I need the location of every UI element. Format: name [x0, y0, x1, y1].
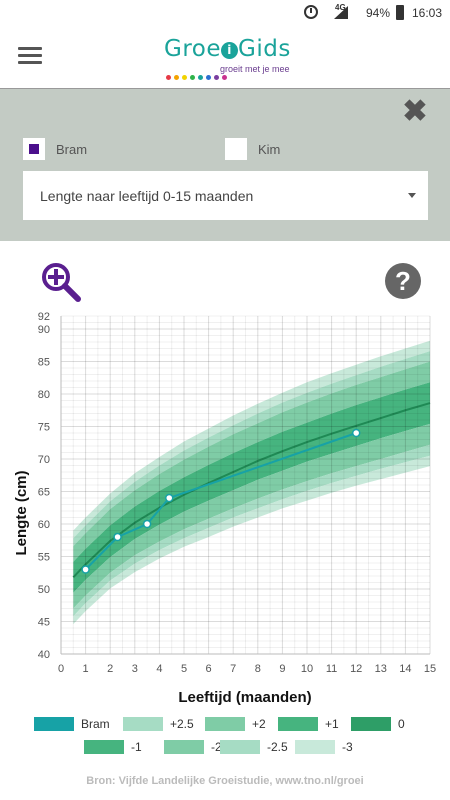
checkbox-bram-label: Bram	[56, 142, 88, 157]
y-tick-label: 50	[38, 584, 50, 596]
x-tick-label: 10	[301, 663, 313, 675]
legend-swatch	[351, 717, 391, 731]
checkbox-bram-mark	[29, 144, 39, 154]
checkbox-kim[interactable]	[225, 138, 247, 160]
chart-type-dropdown[interactable]: Lengte naar leeftijd 0-15 maanden	[23, 171, 428, 220]
selection-panel: ✖ Bram Kim Lengte naar leeftijd 0-15 maa…	[0, 88, 450, 241]
x-axis-label: Leeftijd (maanden)	[178, 689, 311, 706]
source-note: Bron: Vijfde Landelijke Groeistudie, www…	[86, 775, 364, 787]
legend-swatch	[205, 717, 245, 731]
legend-label: +1	[325, 717, 339, 731]
data-point[interactable]	[81, 565, 90, 574]
x-tick-label: 14	[399, 663, 411, 675]
y-axis-label: Lengte (cm)	[13, 470, 30, 555]
band-min25	[73, 444, 431, 617]
y-tick-label: 75	[38, 422, 50, 434]
logo-dot	[206, 75, 211, 80]
data-point[interactable]	[351, 428, 361, 438]
logo-dot	[182, 75, 187, 80]
logo-dot	[190, 75, 195, 80]
legend-label: +2.5	[170, 717, 194, 731]
band-min1	[73, 403, 431, 593]
band-plus3	[73, 340, 431, 539]
x-tick-label: 12	[350, 663, 362, 675]
legend-swatch	[295, 740, 335, 754]
band-plus2	[73, 361, 431, 562]
legend-label: +2	[252, 717, 266, 731]
app-logo: Groe i Gids groeit met je mee	[164, 36, 294, 80]
legend-label: -1	[131, 740, 142, 754]
x-tick-label: 2	[107, 663, 113, 675]
legend-swatch	[220, 740, 260, 754]
legend-swatch	[278, 717, 318, 731]
y-tick-label: 85	[38, 357, 50, 369]
x-tick-label: 9	[279, 663, 285, 675]
close-icon[interactable]: ✖	[402, 95, 428, 128]
x-tick-label: 3	[132, 663, 138, 675]
x-tick-label: 7	[230, 663, 236, 675]
logo-dot	[174, 75, 179, 80]
logo-dots	[166, 67, 230, 85]
legend-swatch	[84, 740, 124, 754]
growth-chart: 0 1 2 3 4 5 6 7 8 9 10 11 12 13 14 15404550556065707580…	[13, 311, 436, 706]
app-bar: Groe i Gids groeit met je mee	[0, 26, 450, 88]
help-icon[interactable]: ?	[385, 263, 421, 299]
logo-tagline: groeit met je mee	[220, 64, 290, 74]
legend-label: 0	[398, 717, 405, 731]
band-plus1	[73, 382, 431, 578]
y-tick-label: 45	[38, 617, 50, 629]
y-tick-label: 80	[38, 389, 50, 401]
logo-text-b: Gids	[238, 36, 291, 62]
battery-icon	[396, 5, 404, 20]
x-tick-label: 11	[326, 663, 337, 675]
y-tick-label: 40	[38, 649, 50, 661]
legend-label: -3	[342, 740, 353, 754]
dropdown-arrow-icon	[408, 193, 416, 198]
median-line	[72, 402, 431, 578]
y-tick-label: 70	[38, 454, 50, 466]
band-plus25	[73, 351, 431, 547]
y-tick-label: 55	[38, 552, 50, 564]
y-tick-label: 92	[38, 311, 50, 323]
y-tick-label: 90	[38, 324, 50, 336]
x-tick-label: 0	[58, 663, 64, 675]
logo-dot	[222, 75, 227, 80]
legend-swatch	[164, 740, 204, 754]
x-tick-label: 1	[83, 663, 89, 675]
zoom-in-icon[interactable]	[40, 261, 82, 303]
x-tick-label: 13	[375, 663, 387, 675]
checkbox-bram[interactable]	[23, 138, 45, 160]
x-tick-label: 6	[206, 663, 212, 675]
legend-label: -2.5	[267, 740, 288, 754]
legend-label: Bram	[81, 717, 110, 731]
x-tick-label: 15	[424, 663, 436, 675]
x-tick-label: 8	[255, 663, 261, 675]
signal-icon	[334, 6, 348, 19]
y-tick-label: 60	[38, 519, 50, 531]
band-min2	[73, 423, 431, 609]
menu-icon[interactable]	[18, 47, 42, 65]
x-tick-label: 4	[156, 663, 162, 675]
data-point[interactable]	[113, 532, 122, 542]
logo-dot	[214, 75, 219, 80]
clock: 16:03	[412, 6, 443, 20]
data-point[interactable]	[164, 493, 174, 503]
legend-label: -2	[211, 740, 222, 754]
legend-swatch	[34, 717, 74, 731]
checkbox-kim-label: Kim	[258, 142, 281, 157]
logo-text-a: Groe	[164, 36, 221, 62]
chart-legend: Bram +2.5 +2 +1 0 -1 -2 -2.5 -3	[0, 714, 450, 760]
logo-dot	[198, 75, 203, 80]
logo-dot	[166, 75, 171, 80]
status-bar: 4G 94% 16:03	[0, 0, 450, 26]
legend-swatch	[123, 717, 163, 731]
band-min3	[73, 455, 431, 625]
data-point[interactable]	[142, 519, 152, 529]
x-tick-label: 5	[181, 663, 187, 675]
logo-i-badge: i	[221, 42, 238, 59]
battery-level: 94%	[366, 6, 391, 20]
y-tick-label: 65	[38, 487, 50, 499]
chart-type-value: Lengte naar leeftijd 0-15 maanden	[40, 188, 254, 204]
alarm-icon	[304, 5, 318, 19]
